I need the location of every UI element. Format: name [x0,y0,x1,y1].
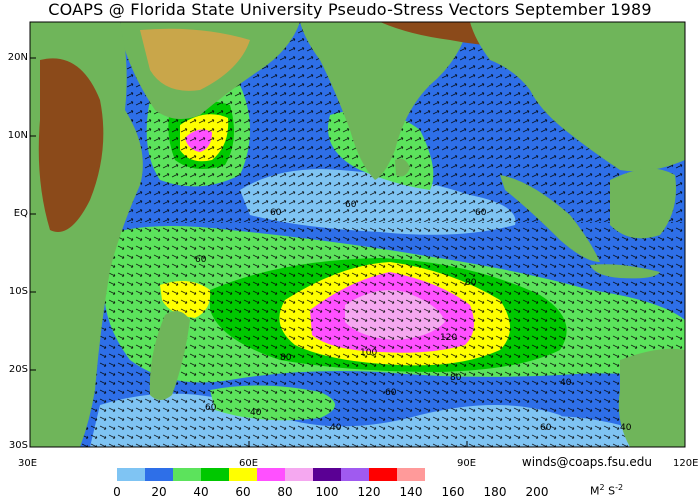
colorbar-segment [313,468,341,481]
map-title: COAPS @ Florida State University Pseudo-… [48,0,652,19]
units-m: M [590,484,600,498]
colorbar-tick-label: 140 [399,485,423,499]
land-australia [618,348,685,447]
land-africa-highlands [38,58,104,233]
colorbar-tick-label: 40 [193,485,209,499]
land-madagascar [149,311,190,400]
colorbar-segment [201,468,229,481]
land-sumatra [500,175,600,262]
land-southeast-asia [470,22,685,172]
lat-label: 10N [7,130,28,141]
land-sri-lanka [395,158,410,177]
colorbar-units: M2 S-2 [590,483,623,498]
colorbar-segment [341,468,369,481]
land-arabia-desert [140,28,250,91]
credit-email: winds@coaps.fsu.edu [521,455,652,469]
lat-label: 20S [8,364,28,375]
map-frame [29,21,686,448]
vector-field-south [30,222,685,447]
lat-label: 20N [7,52,28,63]
colorbar-segment [117,468,145,481]
lon-label: 60E [239,458,259,469]
lat-label: EQ [13,208,28,219]
land-india [300,22,470,180]
colorbar-tick-label: 100 [315,485,339,499]
colorbar-tick-label: 120 [357,485,381,499]
units-s-exp: -2 [615,483,624,492]
colorbar-tick-label: 160 [441,485,465,499]
colorbar-segment [369,468,397,481]
lon-label: 120E [673,458,699,469]
colorbar [117,468,425,481]
colorbar-tick-label: 60 [235,485,251,499]
colorbar-tick-label: 200 [525,485,549,499]
colorbar-segment [145,468,173,481]
colorbar-segment [257,468,285,481]
lat-label: 30S [8,440,28,451]
colorbar-tick-label: 180 [483,485,507,499]
colorbar-segment [285,468,313,481]
lon-label: 90E [457,458,477,469]
land-java [590,264,660,279]
land-borneo [610,168,676,239]
colorbar-tick-label: 0 [113,485,121,499]
colorbar-segment [397,468,425,481]
colorbar-segment [229,468,257,481]
colorbar-segment [173,468,201,481]
axis-ticks [30,57,468,447]
colorbar-tick-label: 20 [151,485,167,499]
colorbar-tick-label: 80 [277,485,293,499]
units-s: S [608,484,616,498]
lat-label: 10S [8,286,28,297]
units-m-exp: 2 [599,483,605,492]
lon-label: 30E [18,458,38,469]
